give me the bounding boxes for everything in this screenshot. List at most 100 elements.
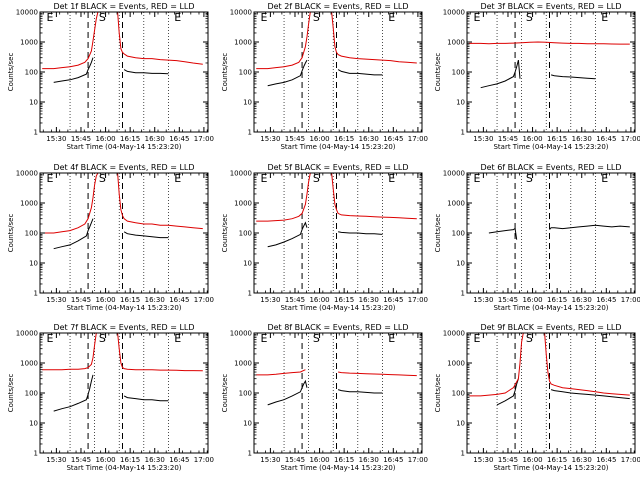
x-tick-label: 17:00	[408, 296, 428, 304]
y-tick-label: 10	[456, 260, 465, 268]
y-tick-label: 10000	[230, 330, 252, 338]
marker-label: E	[388, 172, 395, 185]
x-tick-label: 16:30	[572, 456, 592, 464]
y-tick-label: 1	[461, 129, 465, 137]
marker-label: E	[601, 332, 608, 345]
x-tick-label: 15:30	[260, 456, 280, 464]
x-tick-label: 16:30	[572, 135, 592, 143]
y-tick-label: 100	[25, 390, 38, 398]
x-tick-label: 16:30	[359, 456, 379, 464]
x-tick-label: 16:30	[359, 296, 379, 304]
x-tick-label: 16:15	[120, 456, 140, 464]
marker-label: E	[473, 172, 480, 185]
y-tick-label: 1000	[447, 360, 465, 368]
y-axis-label: Counts/sec	[7, 214, 15, 253]
x-tick-label: 16:15	[334, 456, 354, 464]
x-tick-label: 15:45	[498, 135, 518, 143]
x-tick-label: 16:15	[120, 296, 140, 304]
y-tick-label: 10	[243, 420, 252, 428]
y-tick-label: 1000	[234, 360, 252, 368]
marker-label: S	[313, 332, 320, 345]
panel-title: Det 6f BLACK = Events, RED = LLD	[480, 163, 621, 172]
x-tick-label: 16:00	[522, 296, 542, 304]
y-tick-label: 1	[461, 450, 465, 458]
x-axis-label: Start Time (04-May-14 15:23:20)	[66, 143, 181, 151]
x-tick-label: 15:30	[473, 296, 493, 304]
x-tick-label: 15:45	[71, 135, 91, 143]
y-axis-label: Counts/sec	[434, 214, 442, 253]
panel-title: Det 4f BLACK = Events, RED = LLD	[53, 163, 194, 172]
x-tick-label: 15:30	[46, 135, 66, 143]
panel-title: Det 3f BLACK = Events, RED = LLD	[480, 2, 621, 11]
y-tick-label: 100	[239, 230, 252, 238]
x-tick-label: 15:30	[473, 135, 493, 143]
x-tick-label: 16:30	[145, 296, 165, 304]
plot-frame	[466, 11, 636, 133]
y-tick-label: 10000	[230, 170, 252, 178]
x-tick-label: 15:45	[285, 296, 305, 304]
x-tick-label: 16:45	[596, 135, 616, 143]
y-tick-label: 10000	[16, 170, 38, 178]
series-line-1	[267, 379, 383, 406]
x-tick-label: 15:45	[285, 456, 305, 464]
x-tick-label: 15:30	[46, 456, 66, 464]
series-line-2	[256, 369, 417, 377]
y-tick-label: 100	[25, 230, 38, 238]
x-tick-label: 16:00	[95, 135, 115, 143]
y-axis-label: Counts/sec	[221, 53, 229, 92]
x-tick-label: 17:00	[621, 135, 640, 143]
marker-label: E	[260, 332, 267, 345]
x-tick-label: 15:45	[71, 296, 91, 304]
x-axis-label: Start Time (04-May-14 15:23:20)	[280, 464, 395, 472]
series-line-1	[53, 374, 169, 412]
x-tick-label: 16:15	[547, 135, 567, 143]
x-axis-label: Start Time (04-May-14 15:23:20)	[280, 304, 395, 312]
x-tick-label: 17:00	[408, 135, 428, 143]
x-tick-label: 16:30	[359, 135, 379, 143]
x-tick-label: 16:45	[596, 456, 616, 464]
x-tick-label: 16:00	[95, 456, 115, 464]
y-tick-label: 10000	[443, 170, 465, 178]
marker-label: S	[526, 332, 533, 345]
x-tick-label: 15:30	[260, 296, 280, 304]
marker-label: E	[388, 11, 395, 24]
y-tick-label: 10000	[230, 9, 252, 17]
x-axis-label: Start Time (04-May-14 15:23:20)	[493, 304, 608, 312]
marker-label: E	[388, 332, 395, 345]
x-tick-label: 16:00	[95, 296, 115, 304]
x-tick-label: 15:45	[71, 456, 91, 464]
x-tick-label: 17:00	[621, 296, 640, 304]
marker-label: E	[260, 11, 267, 24]
y-tick-label: 10	[456, 420, 465, 428]
x-tick-label: 16:15	[547, 456, 567, 464]
y-tick-label: 1000	[20, 200, 38, 208]
x-tick-label: 16:45	[596, 296, 616, 304]
marker-label: E	[46, 11, 53, 24]
y-tick-label: 1000	[20, 360, 38, 368]
x-tick-label: 16:15	[334, 135, 354, 143]
y-tick-label: 1000	[447, 39, 465, 47]
marker-label: S	[313, 172, 320, 185]
x-axis-label: Start Time (04-May-14 15:23:20)	[66, 464, 181, 472]
x-tick-label: 15:30	[46, 296, 66, 304]
y-tick-label: 10000	[443, 9, 465, 17]
y-tick-label: 1	[34, 450, 38, 458]
plot-frame	[466, 332, 636, 454]
y-tick-label: 10	[243, 99, 252, 107]
plot-frame	[39, 172, 209, 294]
series-line-1	[488, 224, 630, 240]
y-tick-label: 100	[452, 230, 465, 238]
x-tick-label: 16:30	[145, 456, 165, 464]
x-tick-label: 17:00	[621, 456, 640, 464]
marker-label: S	[526, 11, 533, 24]
y-tick-label: 10000	[16, 330, 38, 338]
x-axis-label: Start Time (04-May-14 15:23:20)	[280, 143, 395, 151]
x-tick-label: 16:15	[334, 296, 354, 304]
y-tick-label: 1	[34, 129, 38, 137]
x-tick-label: 16:00	[522, 456, 542, 464]
marker-label: S	[313, 11, 320, 24]
y-tick-label: 1	[34, 290, 38, 298]
